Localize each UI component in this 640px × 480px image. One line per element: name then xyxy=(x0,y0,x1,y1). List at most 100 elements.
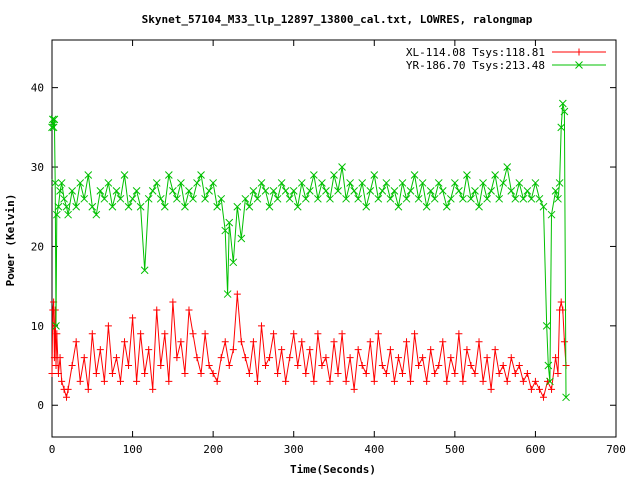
data-point xyxy=(286,354,294,362)
data-point xyxy=(293,202,302,211)
data-point xyxy=(185,306,193,314)
data-point xyxy=(152,179,161,187)
data-point xyxy=(511,369,519,377)
data-point xyxy=(137,330,145,338)
x-tick-label: 500 xyxy=(445,443,465,456)
data-point xyxy=(124,202,133,211)
data-point xyxy=(471,187,479,195)
data-point xyxy=(88,330,96,338)
data-point xyxy=(237,338,245,346)
data-point xyxy=(48,369,56,377)
data-point xyxy=(62,202,71,211)
data-point xyxy=(442,202,451,211)
data-point xyxy=(475,338,483,346)
data-point xyxy=(116,377,124,385)
data-point xyxy=(60,194,68,203)
data-point xyxy=(342,194,350,203)
series-2 xyxy=(48,99,570,402)
data-point xyxy=(423,377,431,385)
data-point xyxy=(84,385,92,393)
data-point xyxy=(527,385,535,393)
data-point xyxy=(523,369,531,377)
data-point xyxy=(290,330,298,338)
data-point xyxy=(205,187,213,195)
data-point xyxy=(58,377,66,385)
data-point xyxy=(459,194,467,203)
data-point xyxy=(48,123,56,132)
data-point xyxy=(80,194,89,203)
data-point xyxy=(407,377,415,385)
data-point xyxy=(141,369,149,377)
data-point xyxy=(156,194,165,203)
data-point xyxy=(197,171,205,179)
plot-border xyxy=(51,39,617,438)
data-point xyxy=(165,377,173,385)
series-1 xyxy=(48,290,570,401)
legend-marker xyxy=(575,61,583,69)
data-point xyxy=(390,187,399,195)
data-point xyxy=(495,194,504,203)
data-point xyxy=(193,354,201,362)
data-point xyxy=(378,362,386,370)
data-point xyxy=(487,187,495,195)
data-point xyxy=(68,187,76,195)
data-point xyxy=(301,194,310,203)
data-point xyxy=(527,194,536,203)
data-point xyxy=(370,377,378,385)
y-tick-label: 20 xyxy=(31,240,44,253)
x-axis-label: Time(Seconds) xyxy=(290,463,376,476)
data-point xyxy=(108,369,116,377)
data-point xyxy=(330,171,338,179)
data-point xyxy=(269,187,278,195)
data-point xyxy=(52,210,61,219)
data-point xyxy=(459,377,467,385)
data-point xyxy=(225,362,233,370)
x-tick-label: 200 xyxy=(203,443,223,456)
data-point xyxy=(366,338,374,346)
data-point xyxy=(205,362,213,370)
data-point xyxy=(560,338,568,346)
data-point xyxy=(249,338,257,346)
data-point xyxy=(72,202,81,211)
data-point xyxy=(503,163,512,171)
data-point xyxy=(548,385,556,393)
data-point xyxy=(438,187,447,195)
data-point xyxy=(223,290,232,298)
data-point xyxy=(153,306,161,314)
x-tick-label: 400 xyxy=(364,443,384,456)
data-point xyxy=(487,385,495,393)
data-point xyxy=(547,210,556,219)
data-point xyxy=(64,385,72,393)
data-point xyxy=(241,354,249,362)
data-point xyxy=(434,179,443,187)
data-point xyxy=(382,179,391,187)
data-point xyxy=(282,377,290,385)
data-point xyxy=(132,187,141,195)
data-point xyxy=(552,354,560,362)
data-point xyxy=(435,362,443,370)
data-point xyxy=(495,369,503,377)
data-point xyxy=(56,354,64,362)
data-point xyxy=(72,338,80,346)
data-point xyxy=(394,354,402,362)
data-point xyxy=(326,194,334,203)
data-point xyxy=(362,202,371,211)
data-point xyxy=(483,354,491,362)
data-point xyxy=(350,385,358,393)
y-tick-label: 40 xyxy=(31,82,44,95)
data-point xyxy=(443,377,451,385)
data-point xyxy=(398,179,407,187)
data-point xyxy=(554,194,562,203)
data-point xyxy=(418,179,427,187)
data-point xyxy=(338,330,346,338)
data-point xyxy=(297,179,306,187)
data-point xyxy=(535,194,544,203)
data-point xyxy=(277,179,286,187)
data-point xyxy=(322,354,330,362)
data-point xyxy=(201,194,209,203)
data-point xyxy=(253,377,261,385)
data-point xyxy=(306,346,314,354)
y-axis: 0 10 20 30 40 xyxy=(31,82,616,412)
data-point xyxy=(49,123,58,132)
